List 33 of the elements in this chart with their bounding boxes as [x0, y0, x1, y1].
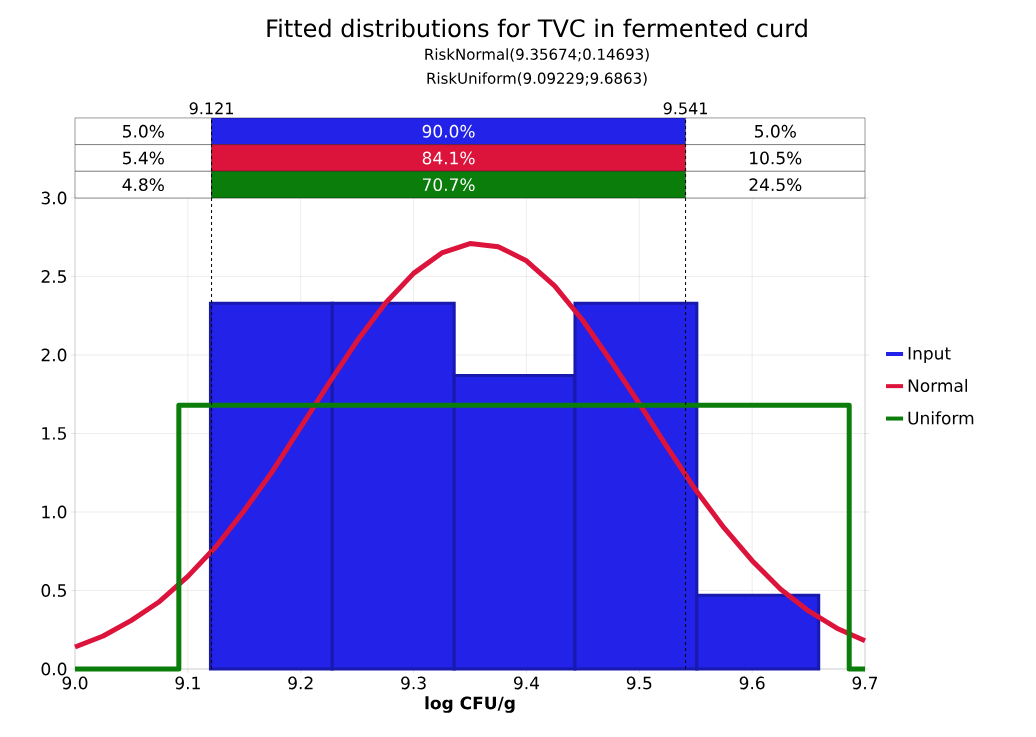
x-tick-label: 9.1: [175, 676, 200, 690]
chart-subtitle: RiskNormal(9.35674;0.14693): [425, 48, 649, 62]
y-tick-label: 1.0: [42, 505, 67, 519]
text: 5.0%: [123, 124, 164, 138]
y-tick-label: 2.5: [41, 270, 66, 283]
y-tick-label: 3.0: [41, 191, 67, 205]
x-axis-title: log CFU/g: [425, 696, 515, 713]
y-tick-label: 2.0: [41, 348, 67, 362]
text: 10.5%: [750, 151, 802, 165]
x-tick-label: 9.7: [852, 676, 878, 690]
x-tick-label: 9.5: [626, 676, 652, 690]
x-tick-label: 9.6: [739, 676, 765, 690]
y-tick-label: 1.5: [42, 427, 66, 440]
text: 70.7%: [422, 178, 475, 192]
text: 90.0%: [422, 124, 475, 138]
legend-label: Normal: [908, 378, 968, 393]
text: 84.1%: [422, 151, 475, 165]
text: 24.5%: [749, 178, 802, 192]
x-tick-label: 9.0: [62, 676, 88, 690]
text: 4.8%: [122, 178, 164, 192]
text: 5.4%: [123, 151, 164, 165]
x-tick-label: 9.4: [513, 676, 539, 690]
y-tick-label: 0.5: [41, 584, 66, 597]
x-tick-label: 9.2: [288, 676, 313, 690]
text: 5.0%: [755, 124, 796, 138]
ref-line-label: 9.541: [663, 102, 707, 115]
legend-label: Input: [908, 347, 951, 363]
y-tick-label: 0.0: [41, 662, 67, 676]
legend-label: Uniform: [908, 411, 974, 425]
ref-line-label: 9.121: [189, 102, 233, 115]
chart-title: Fitted distributions for TVC in fermented curd: [267, 18, 807, 38]
text: RiskUniform(9.09229;9.6863): [427, 72, 647, 86]
x-tick-label: 9.3: [401, 676, 426, 690]
